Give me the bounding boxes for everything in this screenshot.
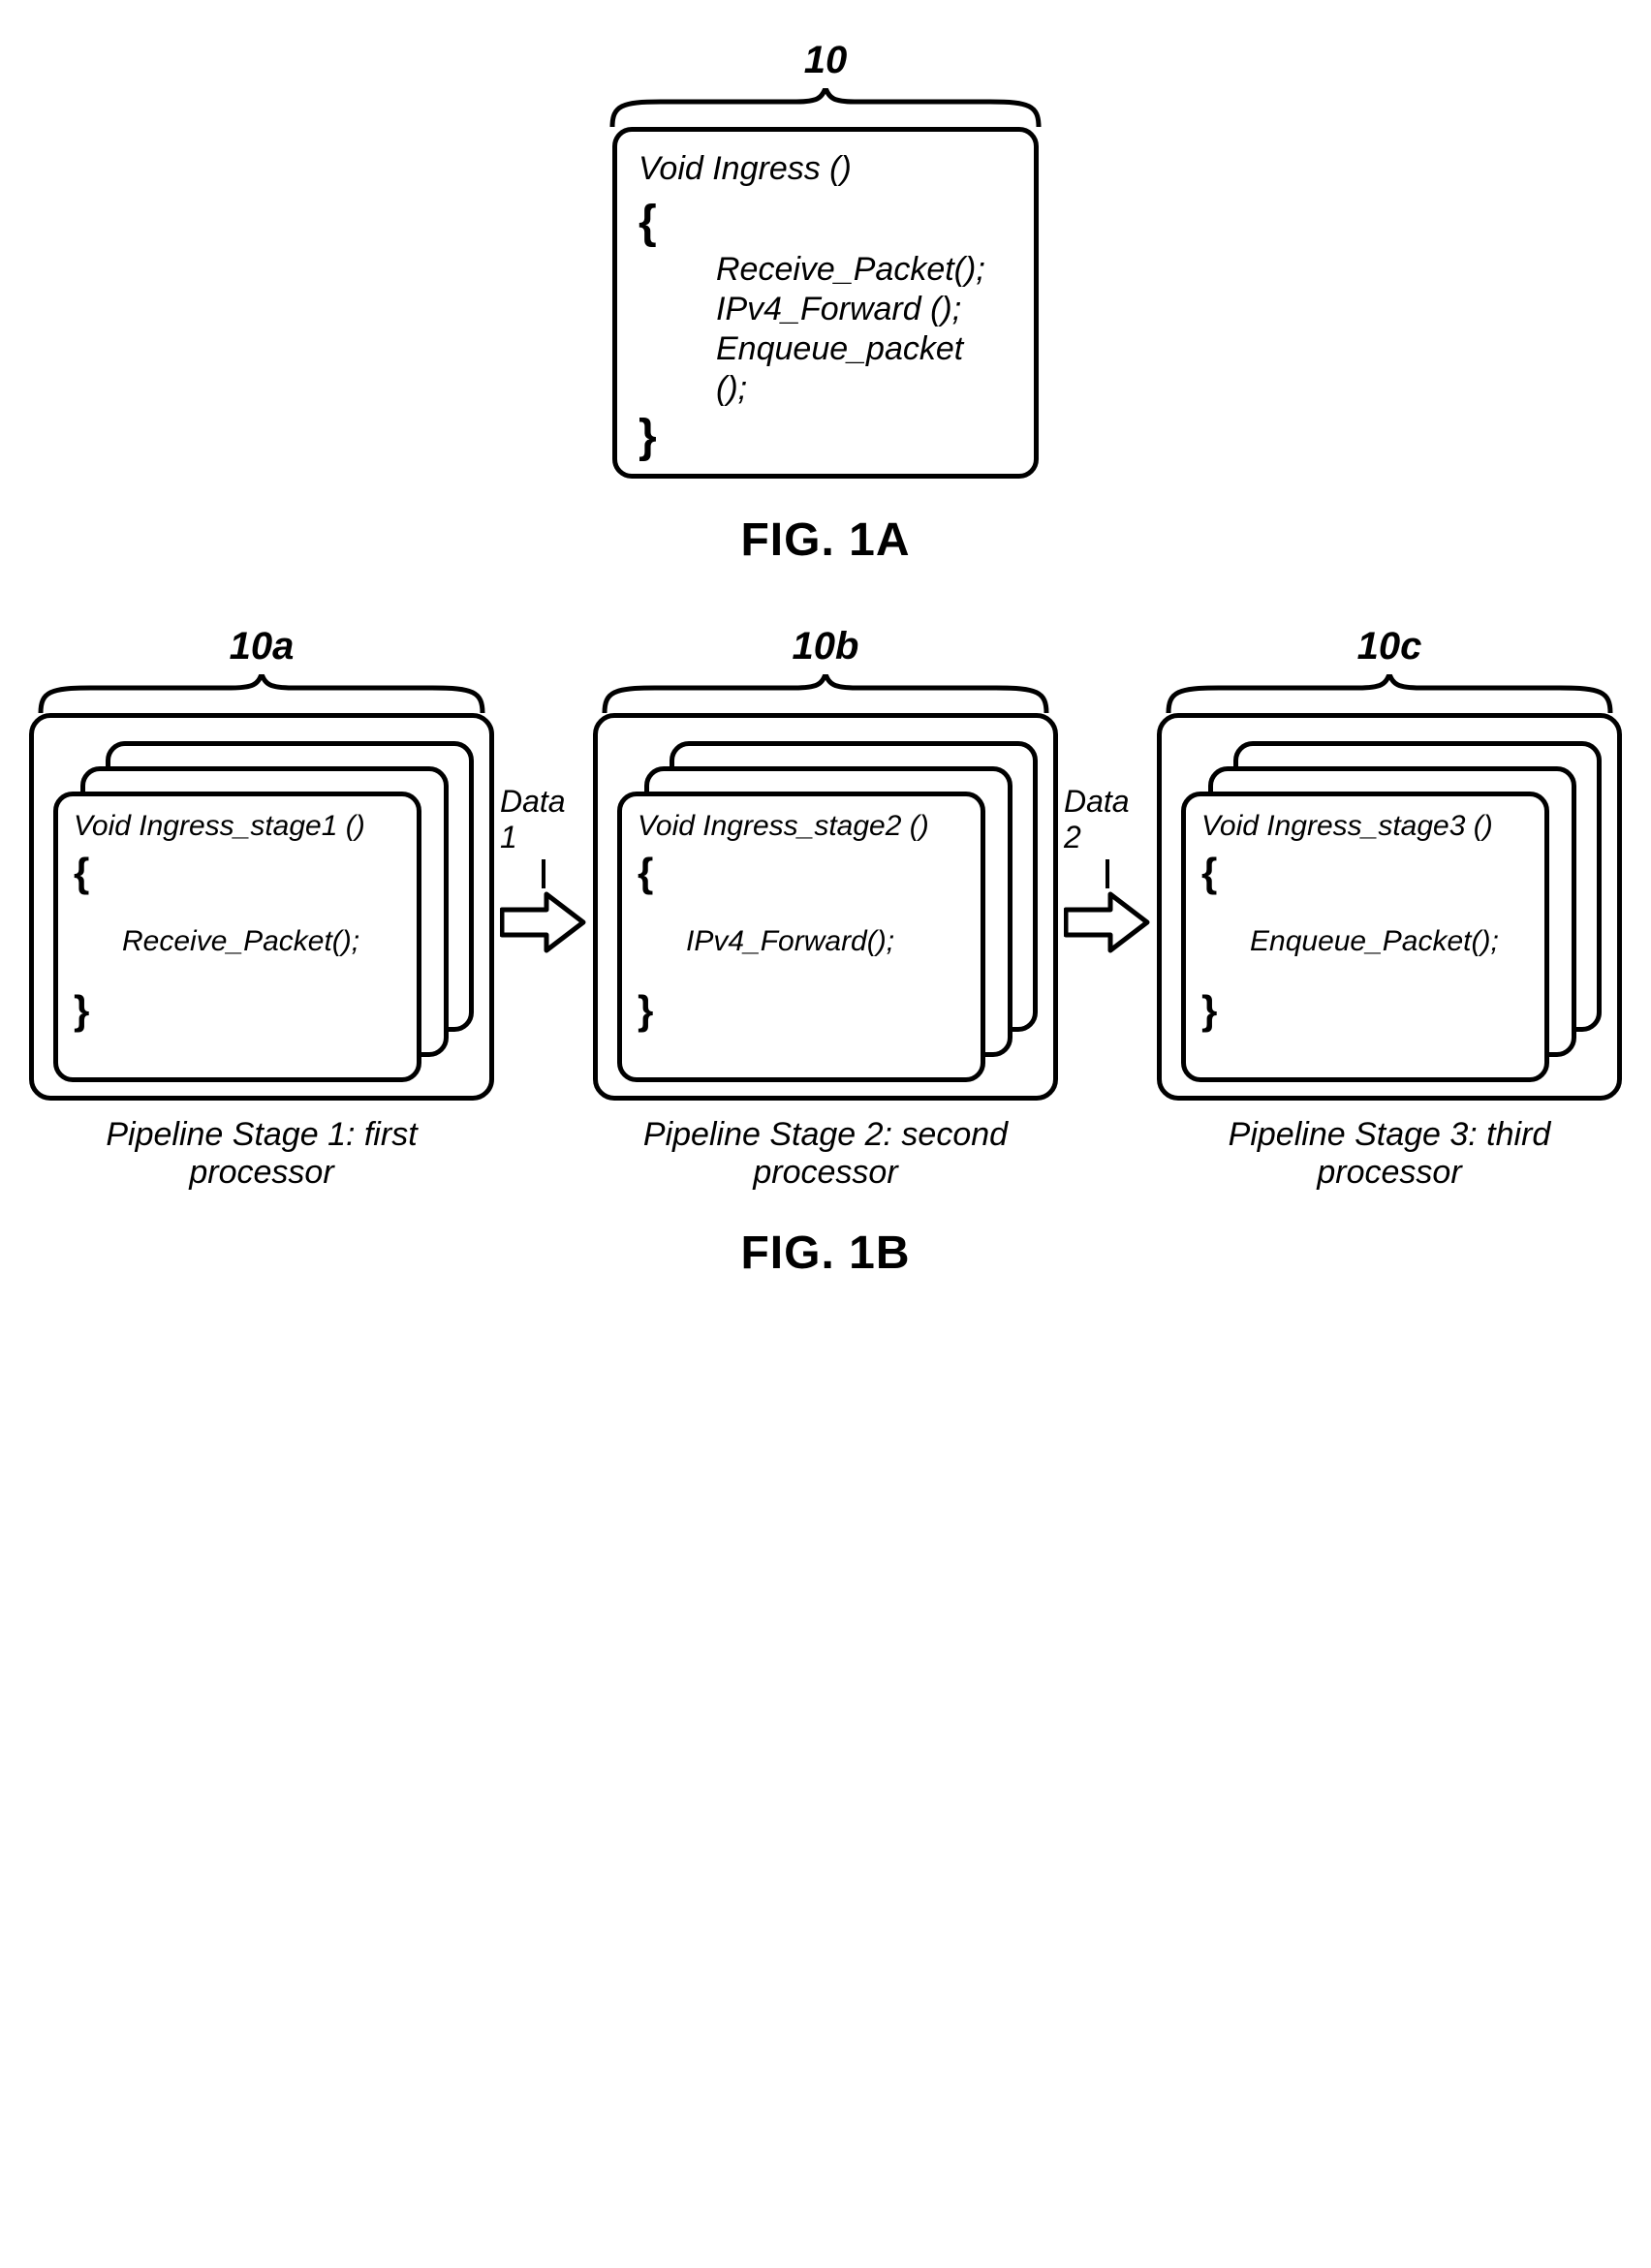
data-arrow-2: Data 2 [1064, 784, 1151, 1034]
fn-name: Void Ingress_stage2 () [638, 810, 963, 844]
brace-10c [1157, 674, 1622, 713]
processor-1-block: Void Ingress_stage1 () { Receive_Packet(… [29, 713, 494, 1101]
arrow-icon [1064, 888, 1151, 956]
data-1-label: Data 1 [500, 784, 587, 855]
code-body: Receive_Packet(); [74, 925, 399, 959]
code-line: IPv4_Forward (); [716, 290, 995, 329]
code-body: Enqueue_Packet(); [1201, 925, 1527, 959]
fig-1b-caption: FIG. 1B [740, 1227, 910, 1280]
processor-3-block: Void Ingress_stage3 () { Enqueue_Packet(… [1157, 713, 1622, 1101]
stage-3-col: 10c Void Ingress_stage3 () { Enqueue_Pac… [1157, 625, 1622, 1192]
brace-open: { [638, 850, 963, 896]
fn-name: Void Ingress () [639, 149, 995, 189]
brace-open: { [639, 195, 995, 251]
brace-open: { [74, 850, 399, 896]
thread-card-front: Void Ingress_stage2 () { IPv4_Forward();… [617, 792, 985, 1082]
leader-line [1106, 859, 1109, 888]
stage-1-caption: Pipeline Stage 1: first processor [29, 1116, 494, 1192]
fn-name: Void Ingress_stage1 () [74, 810, 399, 844]
ingress-code-box: Void Ingress () { Receive_Packet(); IPv4… [612, 127, 1039, 479]
ref-label-10c: 10c [1357, 625, 1422, 668]
thread-card-front: Void Ingress_stage1 () { Receive_Packet(… [53, 792, 421, 1082]
brace-10b [593, 674, 1058, 713]
brace-close: } [638, 987, 963, 1034]
processor-2-block: Void Ingress_stage2 () { IPv4_Forward();… [593, 713, 1058, 1101]
stage-2-caption: Pipeline Stage 2: second processor [593, 1116, 1058, 1192]
fn-name: Void Ingress_stage3 () [1201, 810, 1527, 844]
ref-label-10: 10 [804, 39, 848, 82]
stage-1-col: 10a Void Ingress_stage1 () { Receive_Pac… [29, 625, 494, 1192]
stage-2-col: 10b Void Ingress_stage2 () { IPv4_Forwar… [593, 625, 1058, 1192]
pipeline-row: 10a Void Ingress_stage1 () { Receive_Pac… [29, 625, 1622, 1192]
thread-card-front: Void Ingress_stage3 () { Enqueue_Packet(… [1181, 792, 1549, 1082]
leader-line [542, 859, 545, 888]
brace-open: { [1201, 850, 1527, 896]
brace-close: } [639, 409, 995, 465]
data-2-label: Data 2 [1064, 784, 1151, 855]
fig-1a-caption: FIG. 1A [740, 513, 910, 567]
code-body: Receive_Packet(); IPv4_Forward (); Enque… [639, 250, 995, 408]
arrow-icon [500, 888, 587, 956]
stage-3-caption: Pipeline Stage 3: third processor [1157, 1116, 1622, 1192]
code-line: Receive_Packet(); [716, 250, 995, 290]
brace-10 [603, 88, 1048, 127]
data-arrow-1: Data 1 [500, 784, 587, 1034]
code-body: IPv4_Forward(); [638, 925, 963, 959]
brace-10a [29, 674, 494, 713]
ref-label-10a: 10a [230, 625, 295, 668]
code-line: Enqueue_packet (); [716, 329, 995, 409]
ref-label-10b: 10b [793, 625, 859, 668]
brace-close: } [1201, 987, 1527, 1034]
brace-close: } [74, 987, 399, 1034]
